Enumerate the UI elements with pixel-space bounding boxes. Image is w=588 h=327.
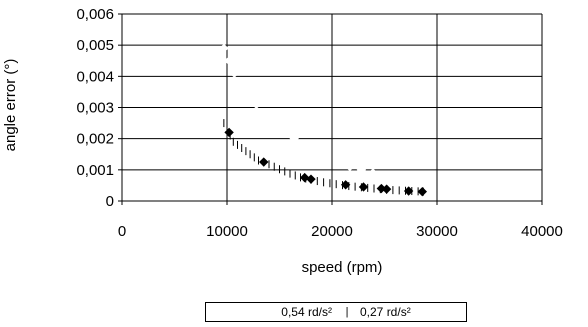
legend-marker-tick: | <box>345 306 349 318</box>
series-1-point <box>345 162 355 172</box>
series-1-point <box>269 118 279 128</box>
x-tick-label: 0 <box>118 223 126 240</box>
series-1-point <box>310 146 320 156</box>
series-1-point <box>411 177 421 188</box>
series-1-point <box>251 99 262 110</box>
x-tick-label: 10000 <box>206 223 248 240</box>
legend-item-series-2: | 0,27 rd/s² <box>340 305 411 319</box>
series-1-point <box>379 171 390 181</box>
highlight-point <box>259 157 269 167</box>
gridlines <box>122 13 543 201</box>
y-tick-label: 0,004 <box>76 68 114 85</box>
legend-label-series-2: 0,27 rd/s² <box>360 305 411 319</box>
y-tick-label: 0,005 <box>76 37 114 54</box>
y-axis-label: angle error (°) <box>2 59 19 152</box>
x-tick-label: 40000 <box>521 223 563 240</box>
series-1-point <box>219 43 229 53</box>
series-1-point <box>243 90 253 100</box>
series-1-point <box>278 127 289 138</box>
x-tick-labels: 0 10000 20000 30000 40000 <box>118 223 563 240</box>
highlight-point <box>306 174 316 184</box>
x-tick-label: 30000 <box>416 223 458 240</box>
series-1-point <box>260 109 270 119</box>
chart: 0 10000 20000 30000 40000 0 0,001 0,002 0,003 0,… <box>2 6 563 276</box>
highlight-point <box>340 180 351 190</box>
series-1-point <box>289 133 299 144</box>
highlight-point <box>417 186 428 197</box>
legend-marker-diamond: ◆ <box>264 306 273 319</box>
highlight-point <box>381 184 392 194</box>
x-axis-label: speed (rpm) <box>302 259 383 276</box>
highlight-point <box>224 127 234 138</box>
legend-item-series-1: ◆ 0,54 rd/s² <box>261 305 332 319</box>
highlight-point <box>358 182 369 192</box>
data-marks <box>219 43 429 197</box>
y-tick-label: 0 <box>106 193 114 210</box>
y-tick-label: 0,003 <box>76 100 114 117</box>
series-1-point <box>229 68 240 78</box>
series-1-point <box>368 168 378 178</box>
series-1-point <box>224 56 234 66</box>
y-tick-label: 0,001 <box>76 162 114 179</box>
axes <box>118 13 543 205</box>
series-1-point <box>356 165 367 175</box>
y-tick-label: 0,002 <box>76 131 114 148</box>
highlight-point <box>403 186 414 196</box>
series-1-point <box>333 158 344 169</box>
series-1-point <box>299 140 310 150</box>
series-1-point <box>322 152 332 163</box>
legend-label-series-1: 0,54 rd/s² <box>281 305 332 319</box>
series-1-point <box>235 80 246 91</box>
legend: ◆ 0,54 rd/s² | 0,27 rd/s² <box>205 302 467 322</box>
y-tick-label: 0,006 <box>76 6 114 23</box>
x-tick-label: 20000 <box>311 223 353 240</box>
highlight-point <box>299 172 310 183</box>
series-1-point <box>402 176 413 186</box>
series-1-point <box>391 174 401 184</box>
y-tick-labels: 0 0,001 0,002 0,003 0,004 0,005 0,006 <box>76 6 114 210</box>
series-1-point <box>418 179 429 189</box>
